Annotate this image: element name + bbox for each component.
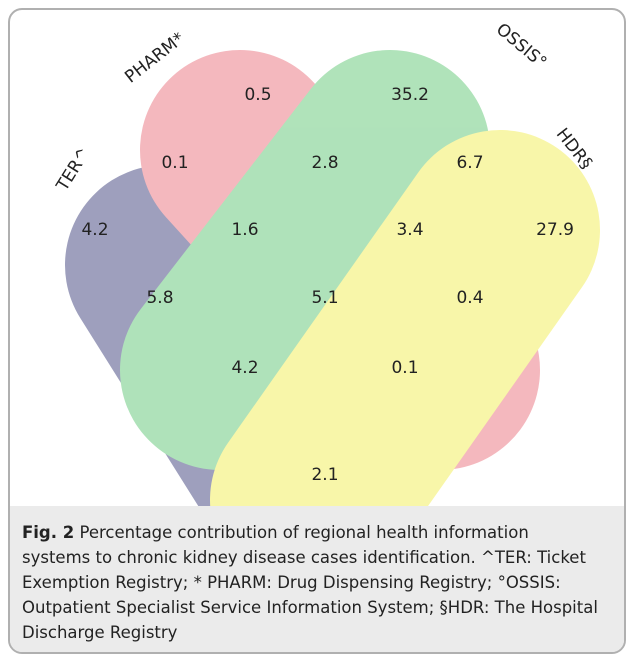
set-hdr [210, 130, 600, 510]
set-ossis [120, 50, 490, 470]
set-label: TER^ [52, 144, 94, 195]
region-value: 6.7 [456, 153, 483, 173]
region-value: 1.6 [231, 220, 258, 240]
region-value: 2.1 [311, 465, 338, 485]
region-value: 0.4 [456, 288, 483, 308]
region-value: 5.8 [146, 288, 173, 308]
caption-line: Fig. 2 Percentage contribution of region… [22, 520, 612, 545]
caption-line: Outpatient Specialist Service Informatio… [22, 598, 598, 617]
region-value: 0.1 [161, 153, 188, 173]
region-value: 3.4 [396, 220, 423, 240]
region-value: 0.1 [391, 358, 418, 378]
region-value: 4.2 [231, 358, 258, 378]
set-shapes [65, 50, 600, 510]
venn-diagram: TER^PHARM* OSSIS°HDR§0.5 35.20.1 2.8 6.74.2 1… [52, 19, 600, 510]
region-value: 4.2 [81, 220, 108, 240]
region-value: 5.1 [311, 288, 338, 308]
caption: Fig. 2 Percentage contribution of region… [10, 506, 624, 652]
caption-line: Discharge Registry [22, 623, 178, 642]
region-value: 0.5 [244, 85, 271, 105]
caption-line: systems to chronic kidney disease cases … [22, 548, 586, 567]
set-label: OSSIS° [492, 19, 550, 72]
region-value: 2.8 [311, 153, 338, 173]
caption-label: Fig. 2 [22, 523, 75, 542]
region-value: 27.9 [536, 220, 574, 240]
figure-frame: TER^ PHARM* OSSIS° HDR§ 0.5 35.2 0.1 2.8 6.7 4.2 1… [8, 8, 626, 654]
region-value: 35.2 [391, 85, 429, 105]
caption-text: Percentage contribution of regional heal… [79, 523, 529, 542]
caption-line: Exemption Registry; * PHARM: Drug Dispen… [22, 573, 561, 592]
